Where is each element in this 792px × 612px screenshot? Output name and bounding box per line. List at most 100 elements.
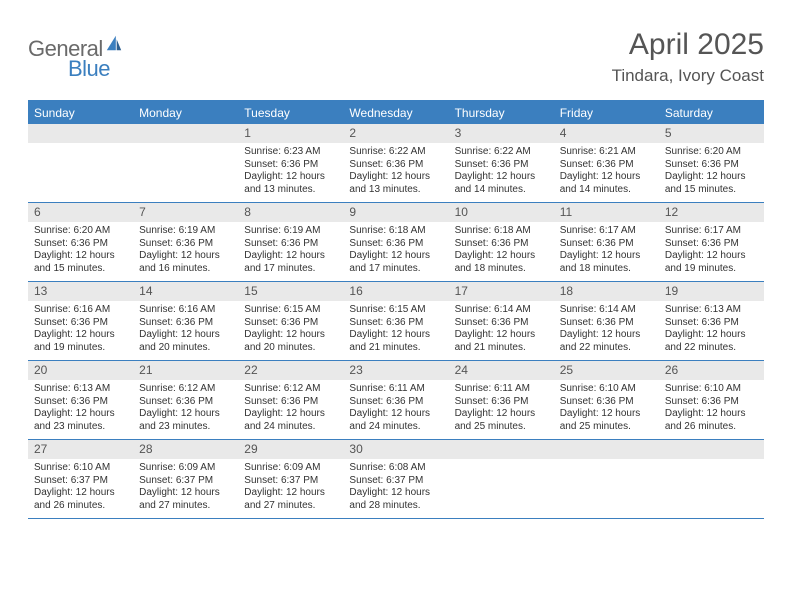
calendar-grid: Sunday Monday Tuesday Wednesday Thursday… xyxy=(28,100,764,519)
day-body: Sunrise: 6:23 AMSunset: 6:36 PMDaylight:… xyxy=(238,143,343,202)
day-body: Sunrise: 6:20 AMSunset: 6:36 PMDaylight:… xyxy=(28,222,133,281)
day-body: Sunrise: 6:17 AMSunset: 6:36 PMDaylight:… xyxy=(554,222,659,281)
weekday-header: Tuesday xyxy=(238,102,343,124)
sunset-text: Sunset: 6:36 PM xyxy=(139,238,232,251)
daylight-text: Daylight: 12 hours and 24 minutes. xyxy=(244,408,337,433)
sunrise-text: Sunrise: 6:14 AM xyxy=(455,304,548,317)
sunset-text: Sunset: 6:36 PM xyxy=(244,238,337,251)
sunrise-text: Sunrise: 6:13 AM xyxy=(34,383,127,396)
day-number: 7 xyxy=(133,203,238,222)
weekday-header: Sunday xyxy=(28,102,133,124)
sunset-text: Sunset: 6:36 PM xyxy=(455,396,548,409)
sunrise-text: Sunrise: 6:12 AM xyxy=(244,383,337,396)
calendar-page: GeneralBlue April 2025 Tindara, Ivory Co… xyxy=(0,0,792,539)
daylight-text: Daylight: 12 hours and 26 minutes. xyxy=(34,487,127,512)
day-cell: 15Sunrise: 6:15 AMSunset: 6:36 PMDayligh… xyxy=(238,282,343,360)
day-cell: 19Sunrise: 6:13 AMSunset: 6:36 PMDayligh… xyxy=(659,282,764,360)
day-cell: 28Sunrise: 6:09 AMSunset: 6:37 PMDayligh… xyxy=(133,440,238,518)
day-cell: 29Sunrise: 6:09 AMSunset: 6:37 PMDayligh… xyxy=(238,440,343,518)
day-body: Sunrise: 6:08 AMSunset: 6:37 PMDaylight:… xyxy=(343,459,448,518)
weekday-header: Saturday xyxy=(659,102,764,124)
day-number: . xyxy=(28,124,133,143)
sunset-text: Sunset: 6:36 PM xyxy=(34,396,127,409)
sunrise-text: Sunrise: 6:22 AM xyxy=(349,146,442,159)
daylight-text: Daylight: 12 hours and 23 minutes. xyxy=(34,408,127,433)
daylight-text: Daylight: 12 hours and 22 minutes. xyxy=(665,329,758,354)
page-header: GeneralBlue April 2025 Tindara, Ivory Co… xyxy=(28,28,764,86)
sunset-text: Sunset: 6:36 PM xyxy=(560,396,653,409)
weekday-header: Thursday xyxy=(449,102,554,124)
day-number: 27 xyxy=(28,440,133,459)
day-body: Sunrise: 6:13 AMSunset: 6:36 PMDaylight:… xyxy=(28,380,133,439)
weekday-header-row: Sunday Monday Tuesday Wednesday Thursday… xyxy=(28,102,764,124)
day-cell: . xyxy=(449,440,554,518)
day-body: Sunrise: 6:19 AMSunset: 6:36 PMDaylight:… xyxy=(238,222,343,281)
day-number: . xyxy=(133,124,238,143)
day-cell: 20Sunrise: 6:13 AMSunset: 6:36 PMDayligh… xyxy=(28,361,133,439)
sunrise-text: Sunrise: 6:20 AM xyxy=(34,225,127,238)
sunset-text: Sunset: 6:36 PM xyxy=(665,317,758,330)
week-row: ..1Sunrise: 6:23 AMSunset: 6:36 PMDaylig… xyxy=(28,124,764,203)
day-cell: 12Sunrise: 6:17 AMSunset: 6:36 PMDayligh… xyxy=(659,203,764,281)
day-cell: 23Sunrise: 6:11 AMSunset: 6:36 PMDayligh… xyxy=(343,361,448,439)
day-number: 6 xyxy=(28,203,133,222)
day-body: Sunrise: 6:10 AMSunset: 6:36 PMDaylight:… xyxy=(554,380,659,439)
day-number: 23 xyxy=(343,361,448,380)
day-number: 17 xyxy=(449,282,554,301)
sunrise-text: Sunrise: 6:21 AM xyxy=(560,146,653,159)
daylight-text: Daylight: 12 hours and 13 minutes. xyxy=(244,171,337,196)
sunrise-text: Sunrise: 6:19 AM xyxy=(139,225,232,238)
sail-icon xyxy=(105,34,123,52)
day-cell: 18Sunrise: 6:14 AMSunset: 6:36 PMDayligh… xyxy=(554,282,659,360)
sunset-text: Sunset: 6:36 PM xyxy=(349,396,442,409)
sunset-text: Sunset: 6:36 PM xyxy=(665,159,758,172)
day-number: 8 xyxy=(238,203,343,222)
daylight-text: Daylight: 12 hours and 15 minutes. xyxy=(665,171,758,196)
sunset-text: Sunset: 6:36 PM xyxy=(244,159,337,172)
sunrise-text: Sunrise: 6:18 AM xyxy=(349,225,442,238)
day-number: 11 xyxy=(554,203,659,222)
daylight-text: Daylight: 12 hours and 18 minutes. xyxy=(560,250,653,275)
sunset-text: Sunset: 6:36 PM xyxy=(665,396,758,409)
day-cell: . xyxy=(133,124,238,202)
daylight-text: Daylight: 12 hours and 23 minutes. xyxy=(139,408,232,433)
daylight-text: Daylight: 12 hours and 25 minutes. xyxy=(455,408,548,433)
day-cell: 22Sunrise: 6:12 AMSunset: 6:36 PMDayligh… xyxy=(238,361,343,439)
day-body: Sunrise: 6:21 AMSunset: 6:36 PMDaylight:… xyxy=(554,143,659,202)
sunrise-text: Sunrise: 6:10 AM xyxy=(34,462,127,475)
sunrise-text: Sunrise: 6:23 AM xyxy=(244,146,337,159)
sunrise-text: Sunrise: 6:09 AM xyxy=(244,462,337,475)
brand-logo: GeneralBlue xyxy=(28,34,123,82)
daylight-text: Daylight: 12 hours and 27 minutes. xyxy=(244,487,337,512)
day-body: Sunrise: 6:15 AMSunset: 6:36 PMDaylight:… xyxy=(343,301,448,360)
day-cell: 1Sunrise: 6:23 AMSunset: 6:36 PMDaylight… xyxy=(238,124,343,202)
daylight-text: Daylight: 12 hours and 14 minutes. xyxy=(455,171,548,196)
weekday-header: Wednesday xyxy=(343,102,448,124)
day-body xyxy=(133,143,238,197)
day-cell: 13Sunrise: 6:16 AMSunset: 6:36 PMDayligh… xyxy=(28,282,133,360)
week-row: 27Sunrise: 6:10 AMSunset: 6:37 PMDayligh… xyxy=(28,440,764,519)
week-row: 20Sunrise: 6:13 AMSunset: 6:36 PMDayligh… xyxy=(28,361,764,440)
sunrise-text: Sunrise: 6:17 AM xyxy=(665,225,758,238)
day-body: Sunrise: 6:12 AMSunset: 6:36 PMDaylight:… xyxy=(133,380,238,439)
day-number: 20 xyxy=(28,361,133,380)
sunrise-text: Sunrise: 6:10 AM xyxy=(665,383,758,396)
sunrise-text: Sunrise: 6:18 AM xyxy=(455,225,548,238)
daylight-text: Daylight: 12 hours and 27 minutes. xyxy=(139,487,232,512)
sunset-text: Sunset: 6:36 PM xyxy=(34,238,127,251)
sunset-text: Sunset: 6:36 PM xyxy=(560,317,653,330)
day-body: Sunrise: 6:17 AMSunset: 6:36 PMDaylight:… xyxy=(659,222,764,281)
sunset-text: Sunset: 6:36 PM xyxy=(349,317,442,330)
day-number: 29 xyxy=(238,440,343,459)
day-body: Sunrise: 6:13 AMSunset: 6:36 PMDaylight:… xyxy=(659,301,764,360)
sunrise-text: Sunrise: 6:14 AM xyxy=(560,304,653,317)
daylight-text: Daylight: 12 hours and 16 minutes. xyxy=(139,250,232,275)
day-number: 25 xyxy=(554,361,659,380)
day-cell: . xyxy=(28,124,133,202)
sunrise-text: Sunrise: 6:13 AM xyxy=(665,304,758,317)
day-body xyxy=(28,143,133,197)
daylight-text: Daylight: 12 hours and 22 minutes. xyxy=(560,329,653,354)
day-body xyxy=(554,459,659,513)
day-cell: 7 Sunrise: 6:19 AMSunset: 6:36 PMDaylight… xyxy=(133,203,238,281)
day-cell: 6Sunrise: 6:20 AMSunset: 6:36 PMDaylight… xyxy=(28,203,133,281)
